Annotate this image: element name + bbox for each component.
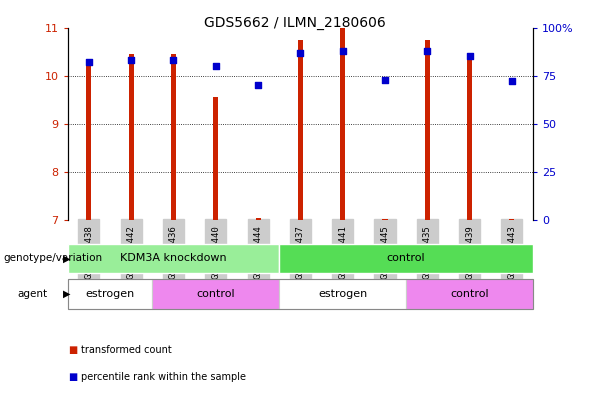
Bar	[406, 279, 533, 309]
Point	[84, 59, 94, 65]
Text: KDM3A knockdown: KDM3A knockdown	[120, 253, 227, 263]
Point	[127, 57, 136, 63]
Bar	[68, 244, 279, 273]
Text: control: control	[450, 289, 489, 299]
Point	[296, 50, 305, 56]
Bar	[425, 40, 430, 220]
Text: control: control	[387, 253, 425, 263]
Bar	[153, 279, 279, 309]
Bar	[128, 54, 134, 220]
Bar	[87, 66, 91, 220]
Point	[169, 57, 178, 63]
Text: estrogen: estrogen	[318, 289, 368, 299]
Bar	[68, 279, 153, 309]
Text: estrogen: estrogen	[85, 289, 135, 299]
Point	[507, 78, 517, 84]
Text: ▶: ▶	[63, 289, 71, 299]
Bar	[213, 97, 219, 220]
Text: control: control	[197, 289, 235, 299]
Text: agent: agent	[18, 289, 48, 299]
Bar	[467, 54, 472, 220]
Point	[253, 82, 263, 88]
Bar	[279, 244, 533, 273]
Point	[465, 53, 474, 59]
Bar	[382, 219, 388, 220]
Text: GDS5662 / ILMN_2180606: GDS5662 / ILMN_2180606	[204, 16, 385, 30]
Point	[422, 48, 432, 54]
Text: percentile rank within the sample: percentile rank within the sample	[81, 372, 246, 382]
Text: ▶: ▶	[63, 253, 71, 263]
Text: ■: ■	[68, 372, 77, 382]
Bar	[509, 219, 514, 220]
Bar	[256, 218, 260, 220]
Text: genotype/variation: genotype/variation	[3, 253, 102, 263]
Text: ■: ■	[68, 345, 77, 355]
Bar	[171, 54, 176, 220]
Bar	[279, 279, 406, 309]
Text: transformed count: transformed count	[81, 345, 172, 355]
Point	[380, 76, 390, 83]
Point	[338, 48, 348, 54]
Bar	[298, 40, 303, 220]
Point	[211, 63, 220, 69]
Bar	[340, 28, 345, 220]
